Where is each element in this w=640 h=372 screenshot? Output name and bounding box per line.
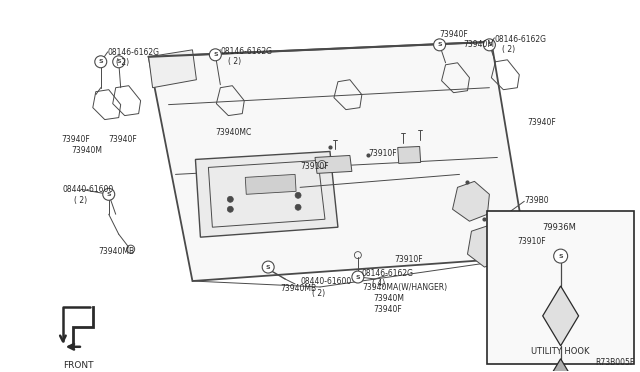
Text: 73910F: 73910F: [395, 255, 424, 264]
Circle shape: [209, 49, 221, 61]
Polygon shape: [543, 286, 579, 346]
Text: 73940MC: 73940MC: [216, 128, 252, 137]
Circle shape: [262, 261, 274, 273]
Text: ( 2): ( 2): [502, 45, 515, 54]
Circle shape: [95, 56, 107, 68]
Circle shape: [227, 206, 234, 212]
Text: 73940MA(W/HANGER): 73940MA(W/HANGER): [362, 283, 447, 292]
Circle shape: [295, 204, 301, 210]
Text: ( 2): ( 2): [312, 289, 325, 298]
Text: 73940MB: 73940MB: [99, 247, 135, 256]
Text: 73910F: 73910F: [300, 163, 329, 171]
Polygon shape: [245, 174, 296, 194]
Text: 08146-6162G: 08146-6162G: [494, 35, 547, 44]
Text: UTILITY HOOK: UTILITY HOOK: [531, 347, 590, 356]
Text: S: S: [116, 59, 121, 64]
Polygon shape: [467, 225, 504, 267]
Text: 08146-6162G: 08146-6162G: [362, 269, 414, 278]
Text: S: S: [437, 42, 442, 47]
Circle shape: [227, 196, 234, 202]
Text: ( 2): ( 2): [228, 57, 241, 66]
Text: 73910F: 73910F: [368, 150, 396, 158]
Text: S: S: [356, 275, 360, 279]
Text: S: S: [487, 42, 492, 47]
Text: S: S: [99, 59, 103, 64]
Text: S: S: [558, 254, 563, 259]
Text: 08146-6162G: 08146-6162G: [108, 48, 160, 57]
Circle shape: [554, 249, 568, 263]
Text: 73940M: 73940M: [374, 294, 405, 303]
Text: 73910F: 73910F: [517, 237, 546, 246]
Circle shape: [434, 39, 445, 51]
Text: 79936M: 79936M: [543, 223, 577, 232]
Polygon shape: [539, 359, 582, 372]
Text: ( 4): ( 4): [372, 279, 385, 288]
Circle shape: [103, 188, 115, 200]
Polygon shape: [315, 155, 352, 173]
Text: 73940F: 73940F: [527, 118, 556, 126]
Text: S: S: [106, 192, 111, 197]
Text: 73940F: 73940F: [61, 135, 90, 144]
Circle shape: [352, 271, 364, 283]
Text: 08440-61600: 08440-61600: [300, 277, 351, 286]
Circle shape: [295, 192, 301, 198]
Text: R73B005F: R73B005F: [596, 358, 635, 367]
Circle shape: [113, 56, 125, 68]
Text: 739B0: 739B0: [524, 196, 549, 205]
Polygon shape: [195, 151, 338, 237]
Text: S: S: [266, 264, 271, 270]
Circle shape: [483, 39, 495, 51]
Text: 08440-61600: 08440-61600: [63, 185, 114, 194]
Polygon shape: [148, 42, 527, 281]
Text: 73940M: 73940M: [463, 40, 495, 49]
Text: 73940F: 73940F: [374, 305, 403, 314]
FancyBboxPatch shape: [488, 211, 634, 364]
Polygon shape: [148, 50, 196, 88]
Text: 73940MB: 73940MB: [280, 284, 316, 293]
Text: ( 2): ( 2): [116, 58, 129, 67]
Text: 73940F: 73940F: [109, 135, 138, 144]
Text: ( 2): ( 2): [74, 196, 87, 205]
Text: FRONT: FRONT: [63, 361, 93, 370]
Polygon shape: [452, 182, 490, 221]
Text: 73940M: 73940M: [71, 147, 102, 155]
Text: S: S: [213, 52, 218, 57]
Text: 08146-6162G: 08146-6162G: [220, 47, 273, 56]
Polygon shape: [397, 147, 420, 163]
Text: 73940F: 73940F: [440, 30, 468, 39]
